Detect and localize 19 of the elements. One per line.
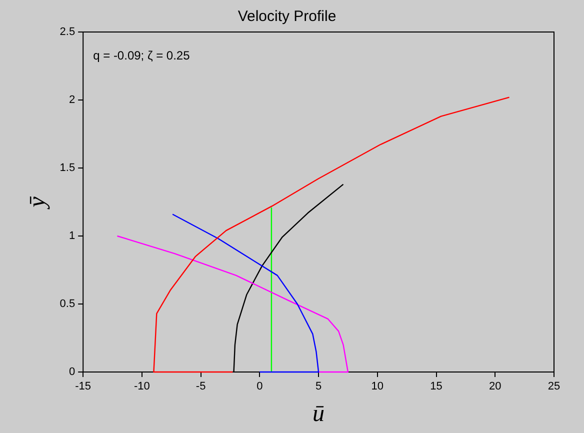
x-tick-label: 5	[315, 380, 322, 393]
x-tick-label: 10	[371, 380, 384, 393]
x-tick-label: -10	[134, 380, 150, 393]
x-tick-label: -5	[196, 380, 206, 393]
y-tick-label: 1.5	[60, 162, 76, 174]
annotation: q = -0.09; ζ = 0.25	[93, 48, 190, 62]
x-tick-label: 0	[256, 380, 263, 393]
y-tick-label: 1	[68, 230, 76, 242]
x-tick-label: 25	[548, 380, 560, 393]
y-tick-label: 0	[68, 366, 76, 378]
x-axis-title: ū	[312, 400, 325, 427]
chart-title: Velocity Profile	[238, 8, 336, 26]
y-tick-label: 2	[68, 94, 76, 106]
x-tick-label: 15	[430, 380, 442, 393]
y-tick-label: 2.5	[60, 26, 76, 38]
y-axis-title: ȳ	[24, 195, 51, 210]
x-tick-label: 20	[489, 380, 502, 393]
y-tick-label: 0.5	[60, 298, 76, 310]
x-tick-label: -15	[75, 380, 92, 393]
